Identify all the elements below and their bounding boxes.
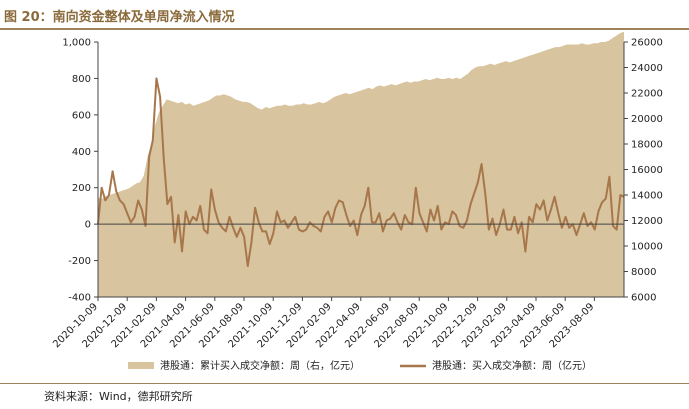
left-tick-label: 600 (72, 110, 91, 121)
right-tick-label: 6000 (631, 293, 656, 304)
left-tick-label: -200 (68, 256, 91, 267)
source-note: 资料来源：Wind，德邦研究所 (44, 390, 193, 403)
legend-label-area: 港股通：累计买入成交净额：周（右，亿元） (160, 359, 360, 372)
left-tick-label: 200 (72, 183, 91, 194)
left-tick-label: 1,000 (62, 38, 91, 49)
right-tick-label: 14000 (631, 191, 663, 202)
right-tick-label: 20000 (631, 114, 663, 125)
line-series-weekly (97, 77, 625, 268)
left-tick-label: 0 (85, 220, 91, 231)
legend-label-line: 港股通：买入成交净额：周（亿元） (432, 359, 592, 372)
right-tick-label: 8000 (631, 267, 656, 278)
right-tick-label: 10000 (631, 242, 663, 253)
right-tick-label: 18000 (631, 140, 663, 151)
left-tick-label: 400 (72, 147, 91, 158)
left-tick-label: 800 (72, 74, 91, 85)
right-tick-label: 24000 (631, 63, 663, 74)
right-tick-label: 16000 (631, 165, 663, 176)
right-tick-label: 26000 (631, 38, 663, 49)
footer-divider (0, 383, 689, 384)
legend-swatch-area (128, 362, 154, 369)
right-tick-label: 12000 (631, 216, 663, 227)
area-series-cumulative (98, 31, 624, 298)
chart-title: 图 20：南向资金整体及单周净流入情况 (4, 10, 235, 25)
right-tick-label: 22000 (631, 89, 663, 100)
left-tick-label: -400 (68, 293, 91, 304)
title-divider (0, 28, 689, 30)
chart: 1,000 800 600 400 200 0 -200 -400 26000 24000 220… (51, 31, 663, 372)
